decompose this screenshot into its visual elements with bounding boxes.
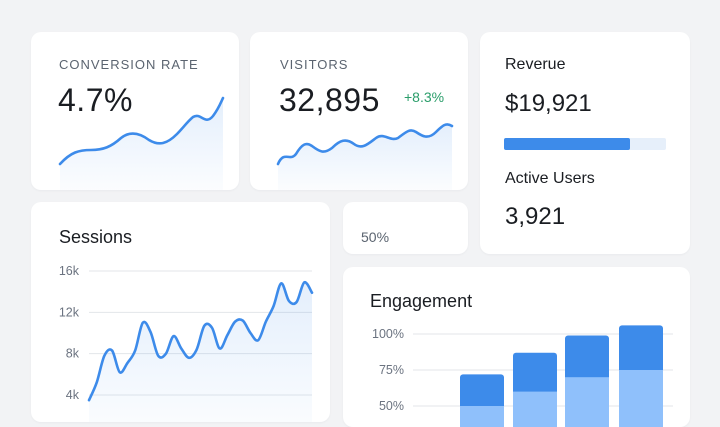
visitors-label: VISITORS [280,57,349,72]
engagement-y-tick: 100% [372,327,404,341]
engagement-chart: 100% 75% 50% [372,325,673,427]
conversion-rate-label: CONVERSION RATE [59,57,199,72]
engagement-y-tick: 50% [379,399,404,413]
revenue-progress-track [504,138,666,150]
revenue-value: $19,921 [505,90,592,117]
visitors-line [276,123,454,166]
conversion-rate-value: 4.7% [58,82,133,118]
revenue-progress-fill [504,138,631,150]
visitors-delta: +8.3% [404,89,445,105]
small-stat-card: 50% [343,202,468,254]
conversion-line [58,96,225,166]
sessions-card: Sessions 16k 12k 8k 4k [31,202,330,422]
conversion-sparkline [58,96,225,190]
sessions-y-tick: 12k [59,305,80,319]
engagement-bar-segment [565,377,609,427]
engagement-card: Engagement 100% 75% 50% [343,267,690,427]
engagement-bar-segment [513,391,557,427]
active-users-label: Active Users [505,170,595,187]
sessions-area [89,282,312,422]
sessions-y-tick: 8k [66,347,80,361]
engagement-bar-segment [460,406,504,427]
sessions-y-tick: 16k [59,264,80,278]
sessions-title: Sessions [59,227,133,247]
visitors-card: VISITORS 32,895 +8.3% [250,32,468,190]
revenue-card: Reverue $19,921 Active Users 3,921 [480,32,690,254]
sessions-y-tick: 4k [66,388,80,402]
revenue-label: Reverue [505,56,566,73]
engagement-y-tick: 75% [379,363,404,377]
small-stat-value: 50% [361,229,390,245]
conversion-rate-card: CONVERSION RATE 4.7% [31,32,239,190]
sessions-line [87,280,314,402]
visitors-value: 32,895 [279,82,380,118]
engagement-bar-segment [619,370,663,427]
sessions-chart: 16k 12k 8k 4k [59,264,314,422]
visitors-sparkline [276,123,454,190]
engagement-title: Engagement [370,291,473,311]
active-users-value: 3,921 [505,203,566,230]
